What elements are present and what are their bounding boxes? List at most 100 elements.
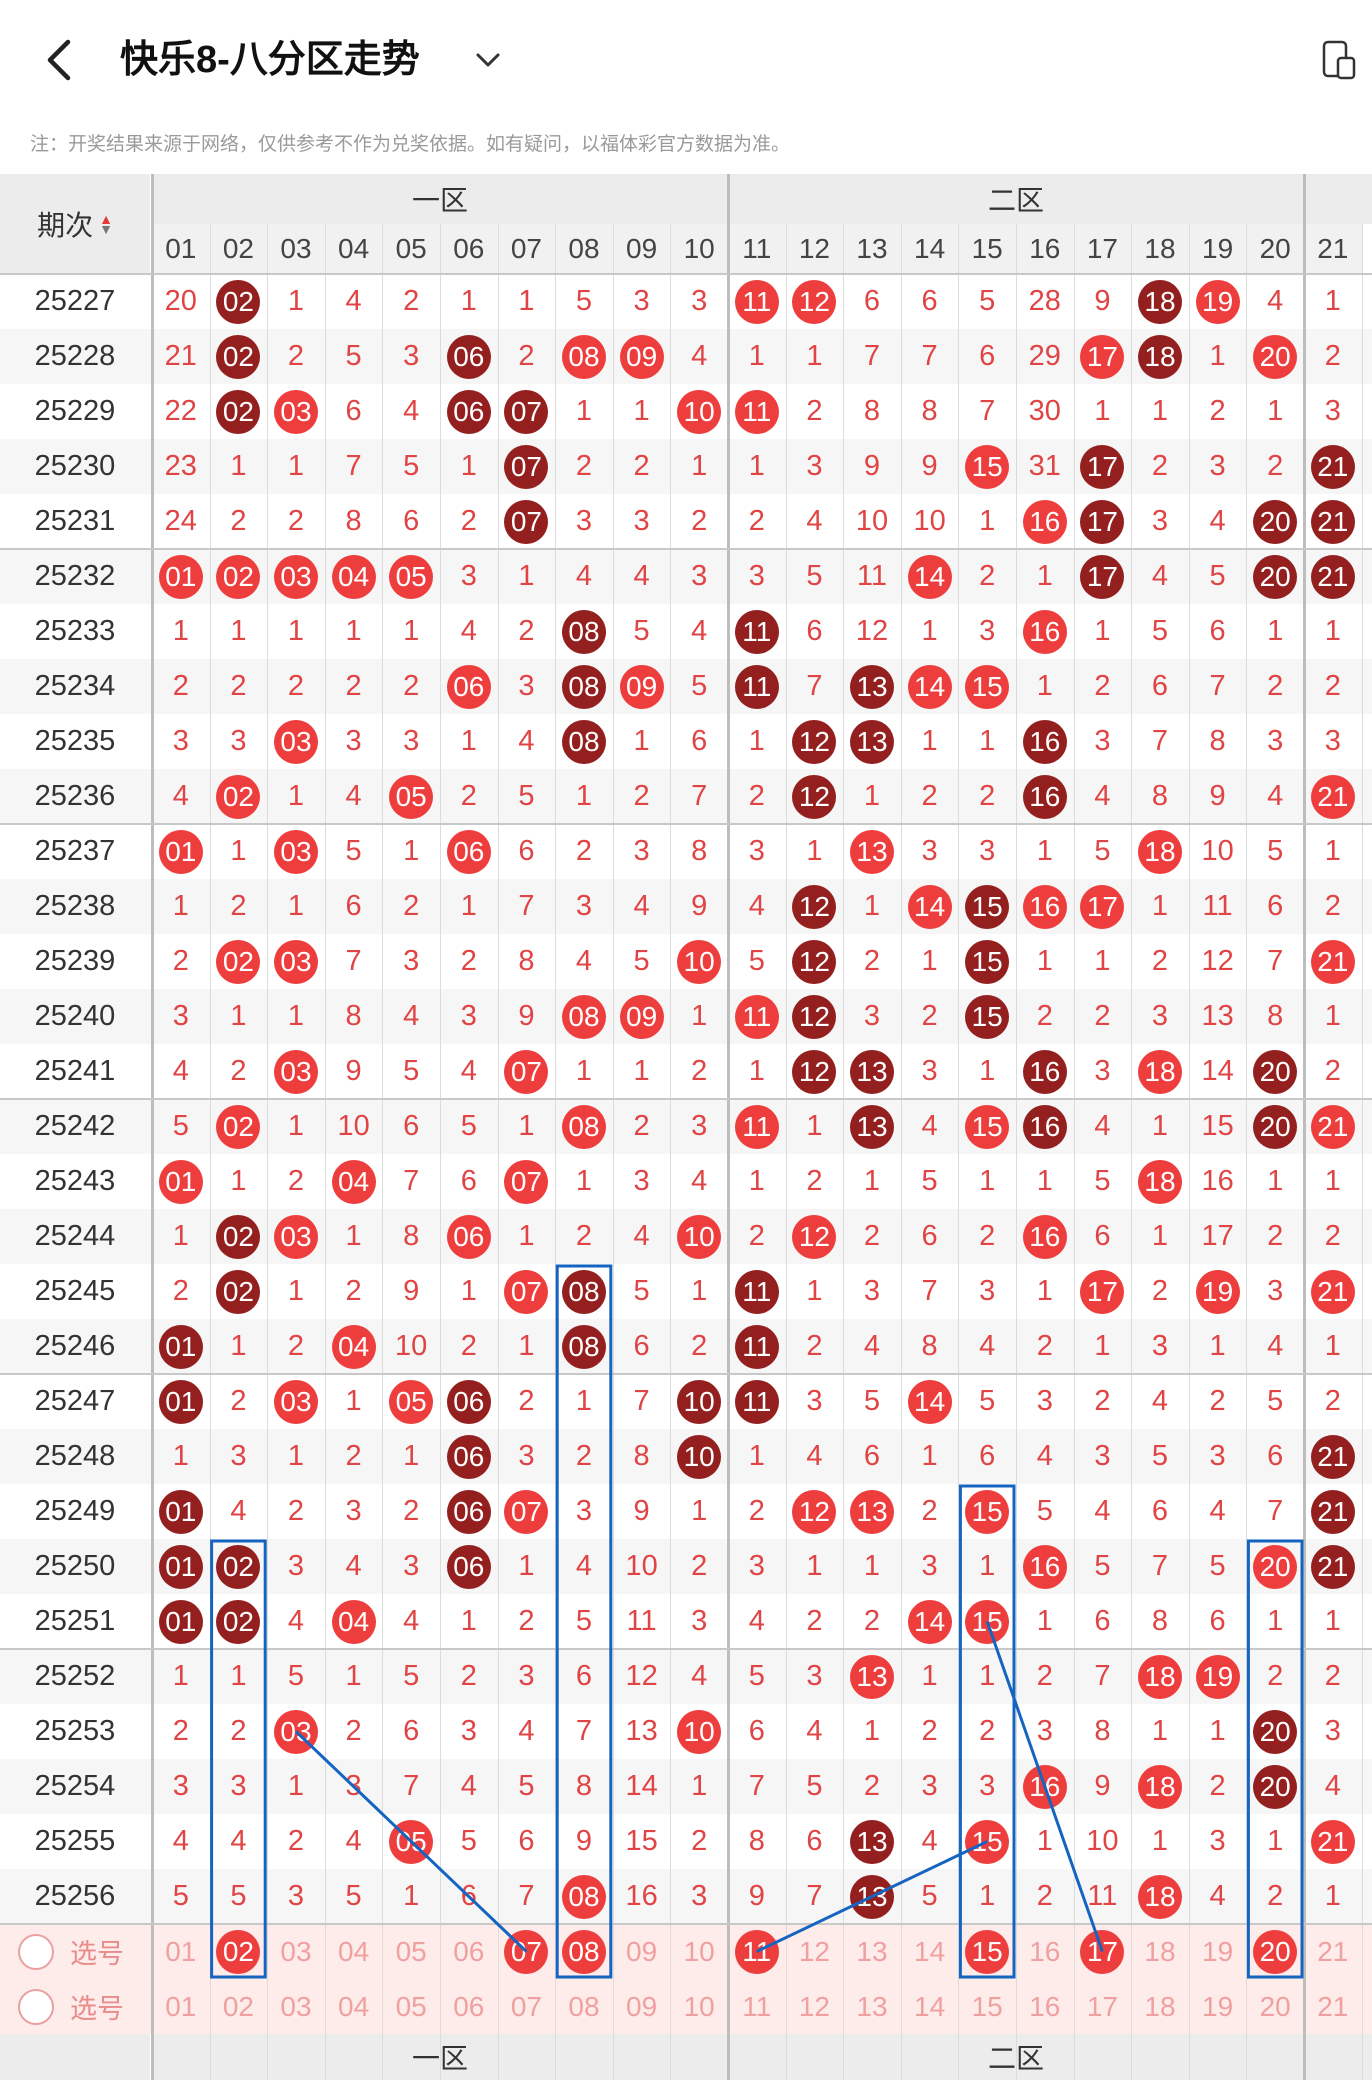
select-number[interactable]: 07 bbox=[498, 1979, 556, 2034]
select-row-label[interactable]: 选号 bbox=[18, 1979, 124, 2034]
select-number[interactable]: 21 bbox=[1304, 1924, 1362, 1979]
select-number[interactable]: 06 bbox=[440, 1924, 498, 1979]
select-number[interactable]: 12 bbox=[786, 1979, 844, 2034]
radio-button[interactable] bbox=[18, 1933, 54, 1970]
select-number[interactable]: 08 bbox=[555, 1924, 613, 1979]
select-number[interactable]: 03 bbox=[267, 1924, 325, 1979]
number-cell: 19 bbox=[1189, 1649, 1247, 1704]
select-number[interactable]: 13 bbox=[843, 1924, 901, 1979]
select-number[interactable]: 11 bbox=[728, 1979, 786, 2034]
column-divider bbox=[612, 224, 614, 2080]
select-number[interactable]: 05 bbox=[382, 1924, 440, 1979]
miss-count: 5 bbox=[575, 1605, 593, 1637]
page-title[interactable]: 快乐8-八分区走势 bbox=[120, 39, 420, 81]
number-cell: 18 bbox=[1131, 824, 1189, 879]
miss-count: 1 bbox=[863, 780, 881, 812]
miss-count: 1 bbox=[460, 1605, 477, 1637]
number-cell: 1 bbox=[498, 1209, 556, 1264]
period-header[interactable]: 期次 ▲ ▼ bbox=[0, 174, 150, 274]
picked-number-ball[interactable]: 15 bbox=[965, 1929, 1010, 1974]
select-number[interactable]: 16 bbox=[1016, 1924, 1074, 1979]
select-number[interactable]: 10 bbox=[670, 1924, 728, 1979]
select-number[interactable]: 02 bbox=[210, 1979, 268, 2034]
select-number[interactable]: 14 bbox=[901, 1924, 959, 1979]
miss-count: 2 bbox=[921, 1495, 938, 1527]
select-number[interactable]: 15 bbox=[958, 1979, 1016, 2034]
drawn-number-ball: 03 bbox=[273, 389, 318, 434]
sort-icon[interactable]: ▲ ▼ bbox=[99, 211, 113, 237]
miss-count: 5 bbox=[1267, 1385, 1284, 1417]
number-cell: 2 bbox=[670, 1319, 728, 1374]
select-number[interactable]: 15 bbox=[958, 1924, 1016, 1979]
select-number[interactable]: 01 bbox=[152, 1924, 210, 1979]
number-cell: 1 bbox=[555, 769, 613, 824]
select-number[interactable]: 09 bbox=[613, 1924, 671, 1979]
miss-count: 9 bbox=[748, 1880, 765, 1912]
select-row-label[interactable]: 选号 bbox=[18, 1924, 124, 1979]
number-cell: 1 bbox=[210, 824, 268, 879]
select-number[interactable]: 18 bbox=[1131, 1979, 1189, 2034]
select-number[interactable]: 10 bbox=[670, 1979, 728, 2034]
miss-count: 4 bbox=[921, 1110, 938, 1142]
select-number[interactable]: 04 bbox=[325, 1979, 383, 2034]
select-number[interactable]: 14 bbox=[901, 1979, 959, 2034]
number-cell: 6 bbox=[325, 384, 383, 439]
drawn-number-ball: 18 bbox=[1137, 1049, 1182, 1094]
select-number[interactable]: 01 bbox=[152, 1979, 210, 2034]
select-number[interactable]: 18 bbox=[1131, 1924, 1189, 1979]
select-number[interactable]: 07 bbox=[498, 1924, 556, 1979]
drawn-number-ball: 12 bbox=[792, 939, 837, 984]
miss-count: 5 bbox=[633, 945, 650, 977]
number-cell: 01 bbox=[152, 824, 210, 879]
select-number[interactable]: 09 bbox=[613, 1979, 671, 2034]
select-number-label: 20 bbox=[1259, 1990, 1291, 2022]
picked-number-ball[interactable]: 20 bbox=[1253, 1929, 1298, 1974]
number-cell: 3 bbox=[670, 1869, 728, 1924]
radio-button[interactable] bbox=[18, 1988, 54, 2025]
miss-count: 2 bbox=[172, 670, 189, 702]
select-number[interactable]: 08 bbox=[555, 1979, 613, 2034]
select-number[interactable]: 21 bbox=[1304, 1979, 1362, 2034]
select-number[interactable]: 13 bbox=[843, 1979, 901, 2034]
select-number[interactable]: 17 bbox=[1074, 1924, 1132, 1979]
drawn-number-ball: 04 bbox=[331, 554, 376, 599]
number-cell: 7 bbox=[1246, 1484, 1304, 1539]
select-number[interactable]: 11 bbox=[728, 1924, 786, 1979]
select-number[interactable]: 12 bbox=[786, 1924, 844, 1979]
select-number[interactable]: 20 bbox=[1246, 1979, 1304, 2034]
select-number[interactable]: 04 bbox=[325, 1924, 383, 1979]
drawn-number-ball: 03 bbox=[273, 1049, 318, 1094]
select-number[interactable]: 05 bbox=[382, 1979, 440, 2034]
miss-count: 2 bbox=[748, 780, 765, 812]
table-row: 25231 24 2 2 8 6 2 07 3 3 2 2 4 10 10 1 16 17 3 4 20 21 bbox=[0, 494, 1372, 549]
number-cell: 2 bbox=[555, 439, 613, 494]
back-arrow-icon[interactable] bbox=[40, 32, 80, 88]
number-cell: 6 bbox=[901, 1209, 959, 1264]
picked-number-ball[interactable]: 07 bbox=[504, 1929, 549, 1974]
miss-count: 22 bbox=[164, 395, 197, 427]
select-number[interactable]: 03 bbox=[267, 1979, 325, 2034]
select-number[interactable]: 19 bbox=[1189, 1924, 1247, 1979]
table-row: 25253 2 2 03 2 6 3 4 7 13 10 6 4 1 2 2 3 8 1 1 20 3 bbox=[0, 1704, 1372, 1759]
select-number[interactable]: 02 bbox=[210, 1924, 268, 1979]
column-divider bbox=[1073, 224, 1075, 2080]
miss-count: 6 bbox=[633, 1330, 650, 1362]
miss-count: 2 bbox=[1094, 670, 1111, 702]
select-number[interactable]: 06 bbox=[440, 1979, 498, 2034]
select-number[interactable]: 19 bbox=[1189, 1979, 1247, 2034]
picked-number-ball[interactable]: 17 bbox=[1080, 1929, 1125, 1974]
picked-number-ball[interactable]: 11 bbox=[734, 1929, 779, 1974]
number-cell: 3 bbox=[728, 1539, 786, 1594]
picked-number-ball[interactable]: 08 bbox=[561, 1929, 606, 1974]
number-cell: 1 bbox=[1131, 1814, 1189, 1869]
miss-count: 7 bbox=[979, 395, 996, 427]
chevron-down-icon[interactable] bbox=[474, 42, 502, 87]
number-cell: 6 bbox=[1189, 604, 1247, 659]
select-number[interactable]: 17 bbox=[1074, 1979, 1132, 2034]
device-mode-icon[interactable] bbox=[1322, 40, 1356, 80]
number-cell: 4 bbox=[325, 274, 383, 329]
miss-count: 3 bbox=[921, 1055, 938, 1087]
select-number[interactable]: 20 bbox=[1246, 1924, 1304, 1979]
picked-number-ball[interactable]: 02 bbox=[216, 1929, 261, 1974]
select-number[interactable]: 16 bbox=[1016, 1979, 1074, 2034]
